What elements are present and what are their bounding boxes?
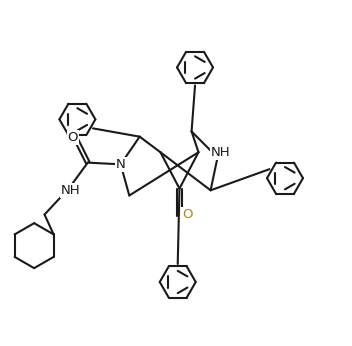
Text: NH: NH bbox=[61, 184, 80, 197]
Text: O: O bbox=[182, 208, 192, 221]
Text: O: O bbox=[68, 131, 78, 144]
Text: NH: NH bbox=[211, 146, 231, 159]
Text: N: N bbox=[116, 158, 126, 171]
